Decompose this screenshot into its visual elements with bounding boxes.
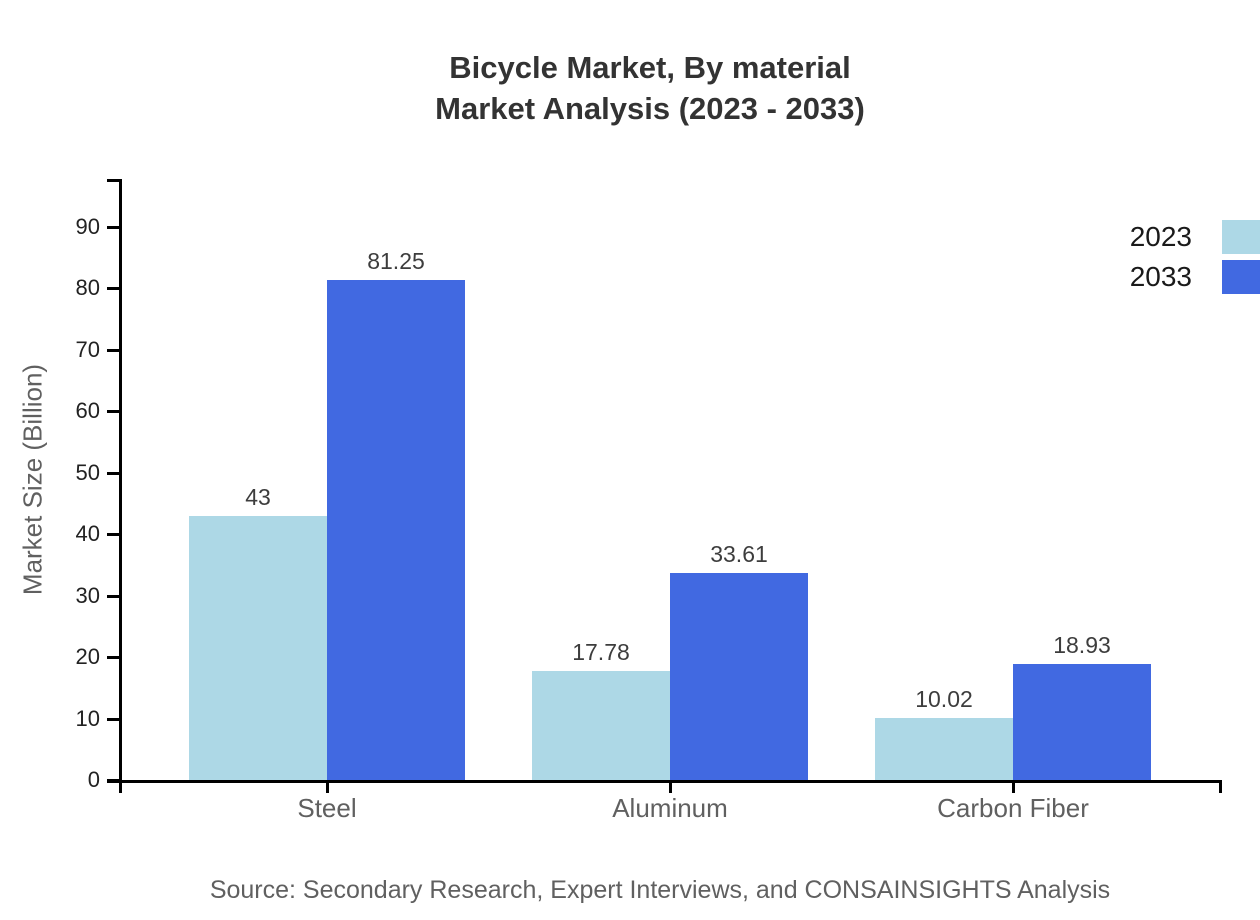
x-tick bbox=[669, 780, 672, 793]
x-tick bbox=[326, 780, 329, 793]
legend: 2023 2033 bbox=[1130, 220, 1260, 294]
y-tick-label: 80 bbox=[75, 275, 100, 300]
y-tick bbox=[107, 472, 120, 475]
y-tick bbox=[107, 656, 120, 659]
bar-2023-aluminum bbox=[532, 671, 670, 780]
y-tick-label: 40 bbox=[75, 521, 100, 546]
x-category-label: Carbon Fiber bbox=[937, 793, 1089, 823]
bar-2033-aluminum bbox=[670, 573, 808, 780]
x-axis-line bbox=[107, 780, 1222, 783]
y-tick-label: 60 bbox=[75, 398, 100, 423]
legend-swatch bbox=[1222, 260, 1260, 294]
y-tick-label: 50 bbox=[75, 460, 100, 485]
x-axis-end-tick bbox=[1219, 780, 1222, 793]
bar-2023-steel bbox=[189, 516, 327, 780]
bar-2023-carbon-fiber bbox=[875, 718, 1013, 780]
x-category-label: Aluminum bbox=[612, 793, 728, 823]
bar-value-label: 81.25 bbox=[367, 248, 425, 274]
legend-label: 2033 bbox=[1129, 261, 1192, 292]
bar-value-label: 17.78 bbox=[572, 639, 630, 665]
bar-value-label: 10.02 bbox=[915, 686, 973, 712]
y-tick-label: 90 bbox=[75, 214, 100, 239]
bar-value-label: 43 bbox=[245, 484, 271, 510]
y-tick bbox=[107, 226, 120, 229]
bar-value-label: 33.61 bbox=[710, 541, 768, 567]
chart-title-line1: Bicycle Market, By material bbox=[449, 50, 851, 85]
y-axis-spine bbox=[119, 179, 122, 793]
x-tick bbox=[1012, 780, 1015, 793]
y-tick bbox=[107, 779, 120, 782]
y-tick-label: 30 bbox=[75, 583, 100, 608]
legend-row: 2033 bbox=[1130, 260, 1260, 294]
chart-title-line2: Market Analysis (2023 - 2033) bbox=[435, 91, 865, 126]
legend-row: 2023 bbox=[1130, 220, 1260, 254]
y-tick bbox=[107, 349, 120, 352]
bar-2033-carbon-fiber bbox=[1013, 664, 1151, 780]
y-tick bbox=[107, 595, 120, 598]
y-axis-top-tick bbox=[107, 179, 120, 182]
source-note: Source: Secondary Research, Expert Inter… bbox=[209, 876, 1111, 904]
y-tick-label: 10 bbox=[75, 706, 100, 731]
y-tick-label: 20 bbox=[75, 644, 100, 669]
x-category-label: Steel bbox=[297, 793, 357, 823]
y-tick bbox=[107, 718, 120, 721]
legend-swatch bbox=[1222, 220, 1260, 254]
y-tick bbox=[107, 410, 120, 413]
y-tick-label: 0 bbox=[87, 767, 100, 792]
y-tick bbox=[107, 287, 120, 290]
bar-value-label: 18.93 bbox=[1053, 632, 1111, 658]
y-tick-label: 70 bbox=[75, 337, 100, 362]
bar-2033-steel bbox=[327, 280, 465, 780]
chart-title: Bicycle Market, By material Market Analy… bbox=[40, 47, 1260, 129]
legend-label: 2023 bbox=[1129, 221, 1192, 252]
y-tick bbox=[107, 533, 120, 536]
